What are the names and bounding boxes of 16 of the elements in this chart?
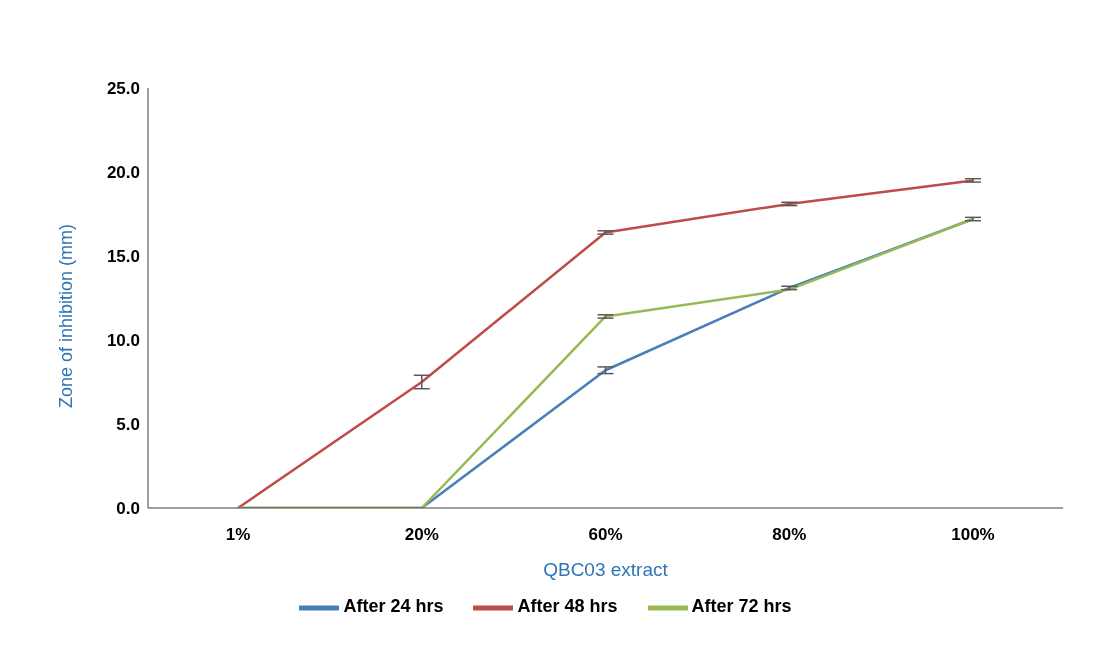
y-tick-label: 5.0 [116,415,140,435]
y-tick-label: 0.0 [116,499,140,519]
legend-label: After 48 hrs [517,596,618,617]
y-tick-label: 20.0 [106,163,140,183]
x-tick-label: 80% [772,525,807,545]
y-tick-label: 10.0 [106,331,140,351]
x-tick-label: 20% [404,525,439,545]
y-axis-title: Zone of inhibition (mm) [56,223,77,408]
y-tick-label: 15.0 [106,247,140,267]
x-tick-label: 60% [588,525,623,545]
y-tick-label: 25.0 [106,79,140,99]
x-axis-title: QBC03 extract [543,559,669,580]
legend-label: After 24 hrs [343,596,444,617]
x-tick-label: 1% [225,525,251,545]
x-tick-label: 100% [951,525,995,545]
legend-label: After 72 hrs [691,596,792,617]
